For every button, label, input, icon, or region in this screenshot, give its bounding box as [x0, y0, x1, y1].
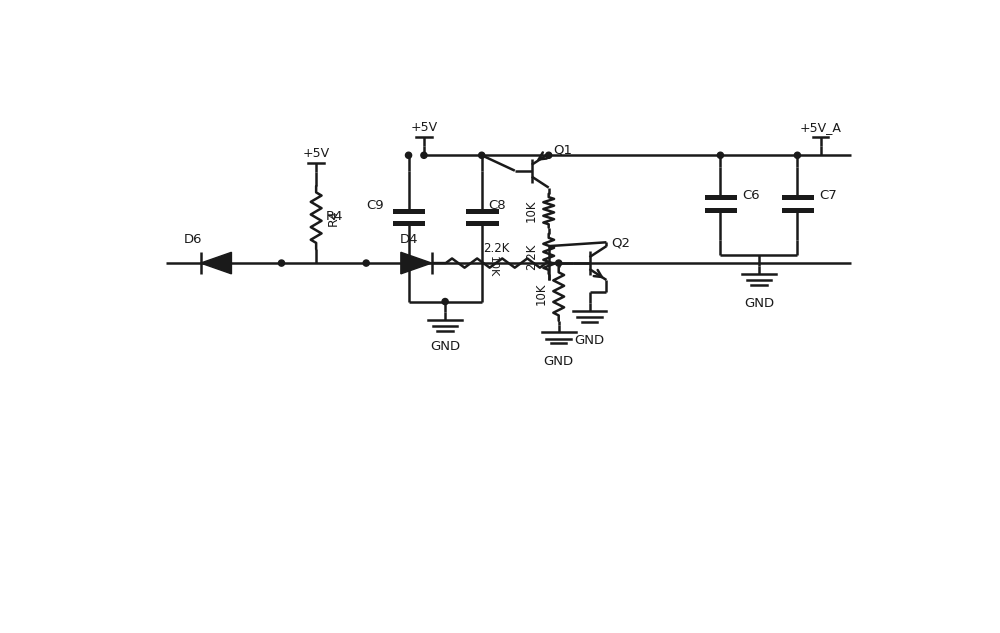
Text: R4: R4	[327, 210, 340, 226]
Text: C7: C7	[819, 189, 837, 202]
Text: 10K: 10K	[525, 199, 538, 222]
Text: 10K: 10K	[535, 282, 548, 305]
Circle shape	[363, 260, 369, 266]
Text: C6: C6	[742, 189, 760, 202]
Circle shape	[794, 152, 800, 158]
Text: C8: C8	[488, 199, 505, 212]
Text: +5V: +5V	[303, 147, 330, 160]
Text: +5V: +5V	[410, 121, 438, 134]
Text: Q2: Q2	[611, 236, 630, 249]
Text: R4: R4	[325, 210, 343, 223]
Text: 2.2K: 2.2K	[525, 244, 538, 270]
Circle shape	[421, 152, 427, 158]
Circle shape	[278, 260, 285, 266]
Circle shape	[442, 299, 448, 304]
Text: GND: GND	[430, 340, 460, 353]
Circle shape	[546, 152, 552, 158]
Text: C9: C9	[366, 199, 384, 212]
Polygon shape	[201, 253, 231, 274]
Text: GND: GND	[544, 356, 574, 368]
Text: D4: D4	[399, 233, 418, 246]
Text: +5V_A: +5V_A	[800, 121, 841, 134]
Text: GND: GND	[574, 334, 605, 347]
Polygon shape	[401, 253, 432, 274]
Text: 2.2K: 2.2K	[483, 242, 509, 255]
Text: D6: D6	[184, 233, 202, 246]
Circle shape	[556, 260, 562, 266]
Circle shape	[479, 152, 485, 158]
Text: GND: GND	[744, 297, 774, 310]
Circle shape	[717, 152, 723, 158]
Circle shape	[405, 152, 412, 158]
Text: Q1: Q1	[553, 144, 572, 157]
Text: 10K: 10K	[488, 256, 498, 277]
